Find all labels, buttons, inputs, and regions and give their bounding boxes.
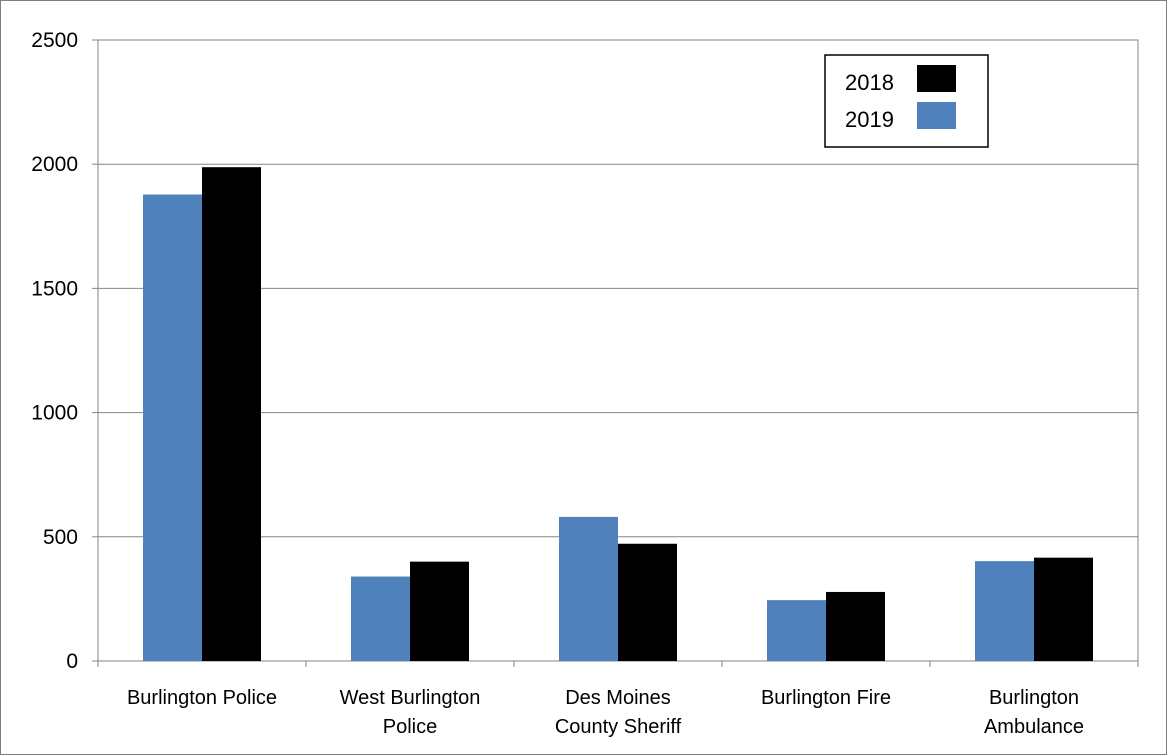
bar-2018-4 — [1034, 557, 1093, 661]
x-category-label: Burlington Fire — [761, 687, 891, 709]
x-category-label: Police — [383, 716, 437, 738]
x-category-label: Des Moines — [565, 687, 671, 709]
x-category-label: County Sheriff — [555, 716, 682, 738]
bar-2019-1 — [351, 576, 410, 661]
y-tick-label: 1500 — [31, 277, 78, 300]
bar-2019-2 — [559, 516, 618, 661]
bar-2018-0 — [202, 167, 261, 662]
bar-2019-3 — [767, 600, 826, 661]
legend-label: 2018 — [845, 70, 894, 95]
y-tick-label: 500 — [43, 526, 78, 549]
bar-2019-0 — [143, 194, 202, 661]
y-tick-label: 0 — [66, 650, 78, 673]
bar-2019-4 — [975, 561, 1034, 661]
bar-2018-1 — [410, 561, 469, 661]
y-tick-label: 2000 — [31, 153, 78, 176]
y-tick-label: 2500 — [31, 29, 78, 52]
y-tick-label: 1000 — [31, 402, 78, 425]
x-category-label: Burlington — [989, 687, 1079, 709]
legend-box — [824, 54, 989, 148]
bar-2018-2 — [618, 543, 677, 661]
legend-label: 2019 — [845, 107, 894, 132]
legend-swatch — [917, 102, 956, 129]
x-category-label: Ambulance — [984, 716, 1084, 738]
bar-2018-3 — [826, 591, 885, 661]
legend-swatch — [917, 65, 956, 92]
x-category-label: Burlington Police — [127, 687, 277, 709]
x-category-label: West Burlington — [340, 687, 481, 709]
